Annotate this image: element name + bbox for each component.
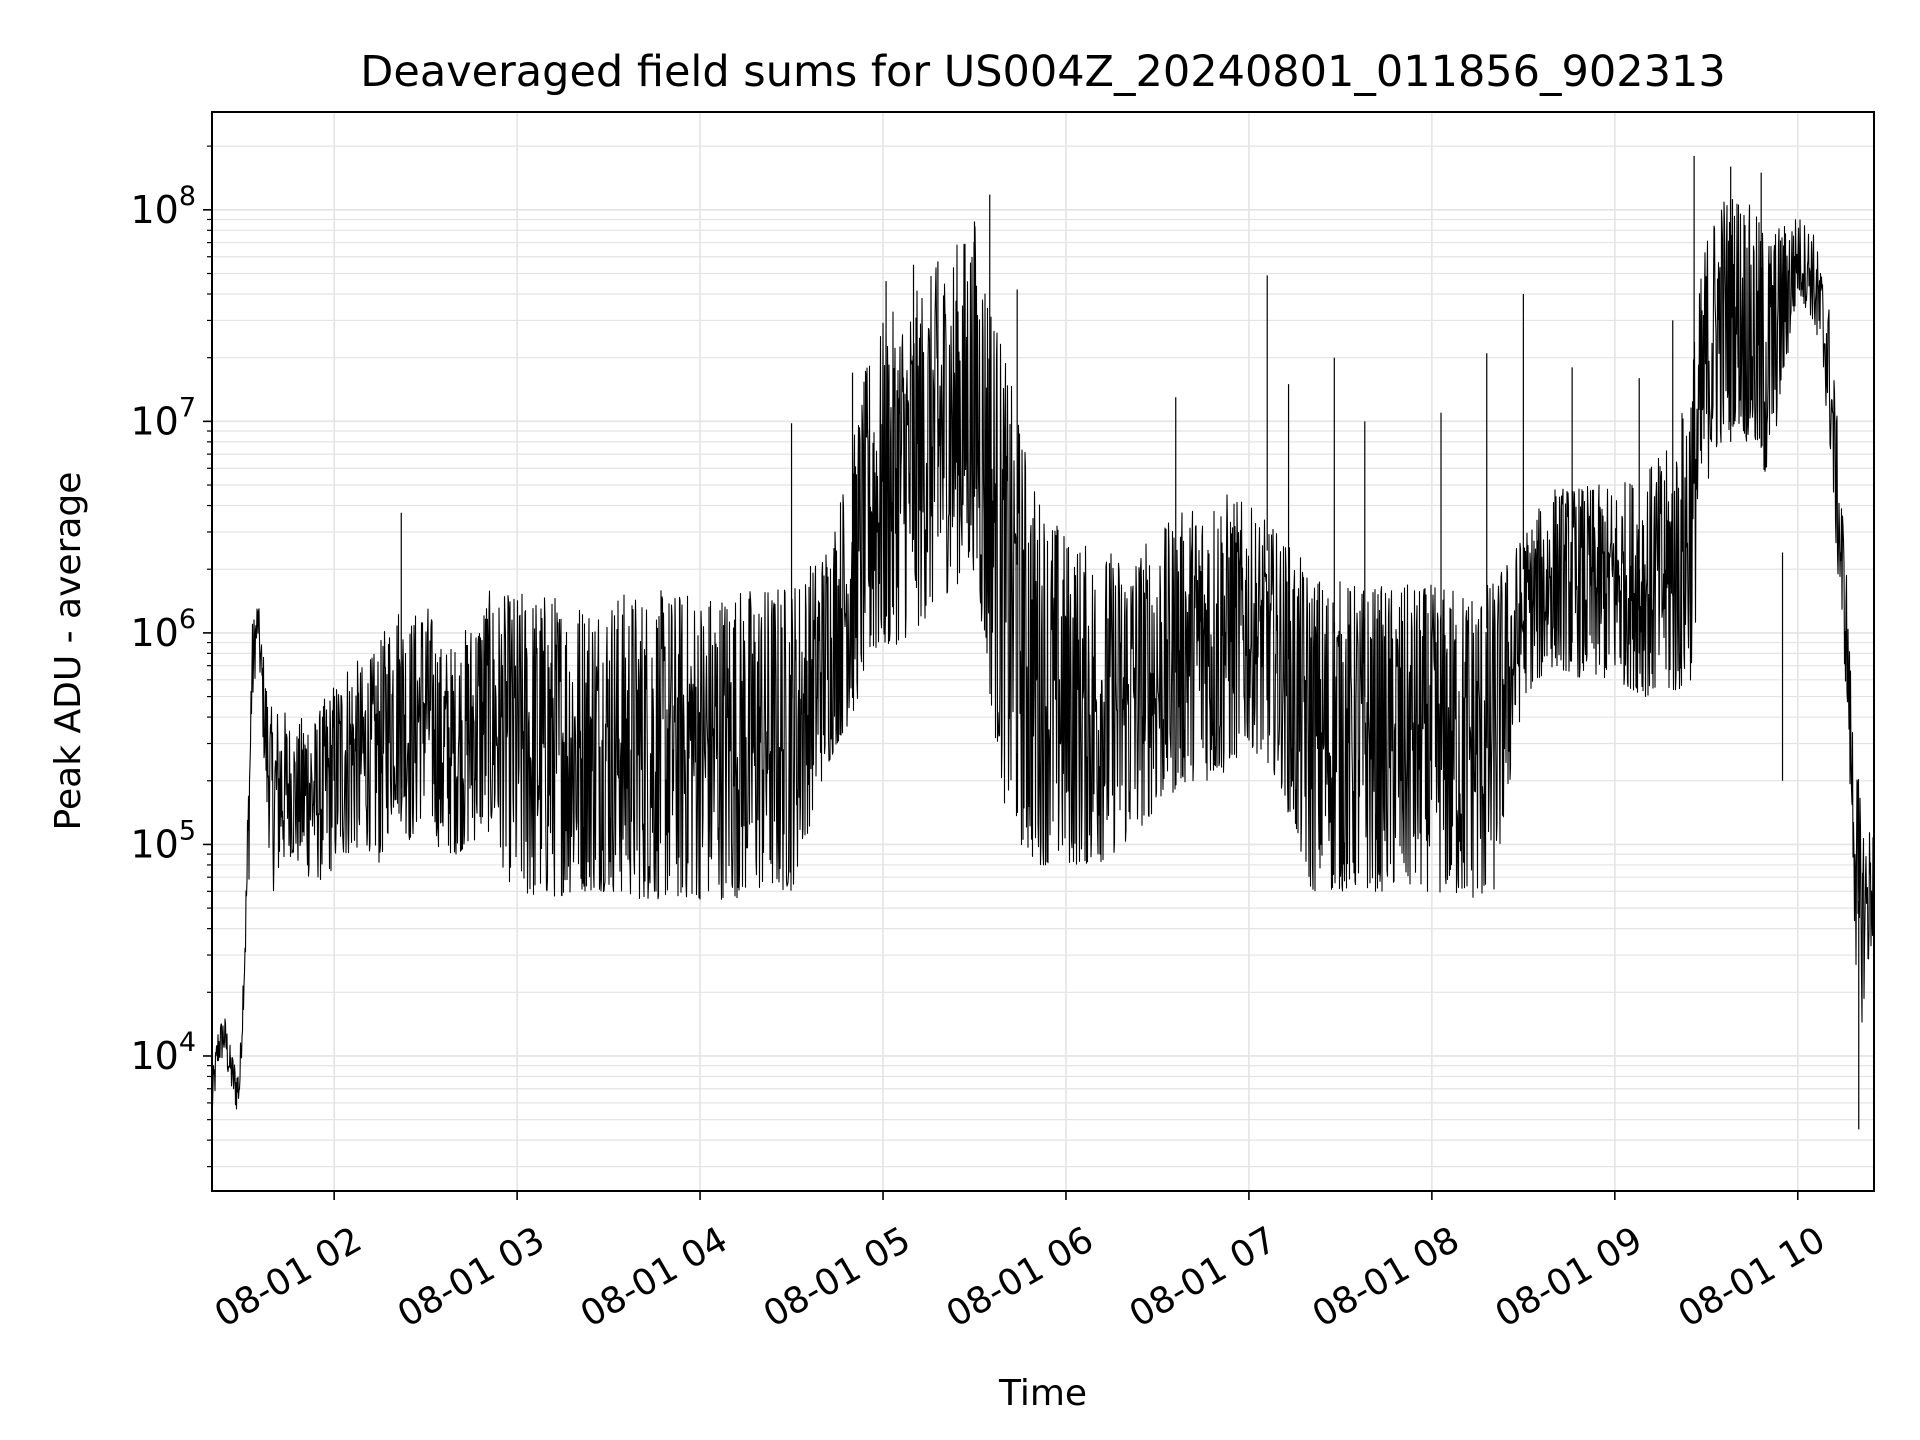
x-axis-label: Time: [998, 1373, 1087, 1414]
y-tick-label: 107: [130, 392, 196, 443]
y-tick-label: 106: [130, 604, 196, 655]
data-layer: [211, 155, 1875, 1130]
chart-title: Deaveraged field sums for US004Z_2024080…: [360, 47, 1725, 97]
y-tick-label: 105: [130, 815, 196, 866]
y-axis-label: Peak ADU - average: [48, 472, 89, 831]
y-tick-label: 108: [130, 181, 196, 232]
data-series-line: [211, 198, 1875, 1110]
grid: [212, 112, 1874, 1191]
y-tick-label: 104: [130, 1027, 196, 1078]
plot-frame: [211, 111, 1875, 1192]
